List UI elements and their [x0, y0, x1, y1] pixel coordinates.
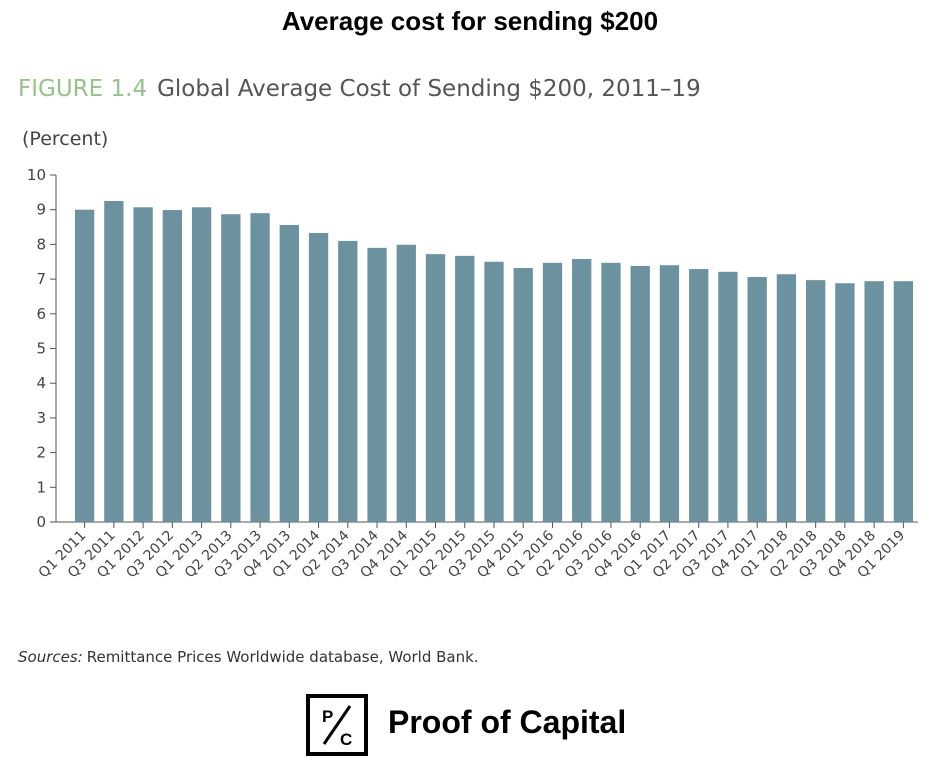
y-tick-label: 1: [36, 478, 46, 496]
figure-label: FIGURE 1.4: [18, 76, 148, 102]
bar: [455, 255, 475, 522]
figure-title: FIGURE 1.4 Global Average Cost of Sending…: [18, 76, 701, 102]
y-tick-label: 7: [36, 270, 46, 288]
y-tick-label: 5: [36, 340, 46, 358]
y-tick-label: 10: [27, 166, 46, 184]
bar: [133, 207, 153, 522]
y-tick-label: 3: [36, 409, 46, 427]
bar: [747, 277, 767, 522]
bar: [338, 240, 358, 522]
source-text: Remittance Prices Worldwide database, Wo…: [86, 648, 479, 666]
logo-mark-top: P: [322, 707, 333, 726]
figure-title-text: Global Average Cost of Sending $200, 201…: [157, 76, 701, 102]
bar: [718, 271, 738, 522]
y-tick-label: 0: [36, 513, 46, 531]
proof-of-capital-logo-icon: P C: [306, 694, 368, 756]
y-tick-label: 9: [36, 201, 46, 219]
bar: [221, 214, 241, 522]
y-axis-unit-label: (Percent): [22, 128, 109, 150]
bar: [191, 207, 212, 522]
bar: [484, 261, 504, 522]
main-title: Average cost for sending $200: [281, 6, 659, 36]
bar: [367, 247, 387, 522]
bar: [893, 281, 914, 522]
bar: [308, 232, 329, 522]
bar: [279, 224, 299, 522]
bar: [776, 274, 797, 522]
bar: [162, 210, 182, 523]
bar: [835, 283, 855, 522]
logo-mark-bottom: C: [340, 730, 352, 749]
y-tick-label: 6: [36, 305, 46, 323]
bar: [806, 280, 826, 522]
y-tick-label: 8: [36, 235, 46, 253]
bar: [689, 269, 709, 522]
bar: [74, 209, 95, 522]
bar: [572, 258, 592, 522]
y-tick-label: 2: [36, 444, 46, 462]
logo-name: Proof of Capital: [388, 704, 627, 740]
bar: [630, 265, 650, 522]
bar: [396, 244, 416, 522]
source-note: Sources: Remittance Prices Worldwide data…: [18, 648, 479, 666]
y-tick-label: 4: [36, 374, 46, 392]
bar: [601, 262, 621, 522]
bar: [864, 281, 884, 522]
bar: [542, 262, 563, 522]
bar: [659, 265, 680, 522]
bar: [104, 201, 124, 522]
logo-mark-icon: P C: [322, 705, 352, 749]
bar: [513, 268, 533, 522]
source-prefix: Sources:: [18, 648, 83, 666]
bar: [425, 254, 446, 522]
bar: [250, 213, 270, 523]
